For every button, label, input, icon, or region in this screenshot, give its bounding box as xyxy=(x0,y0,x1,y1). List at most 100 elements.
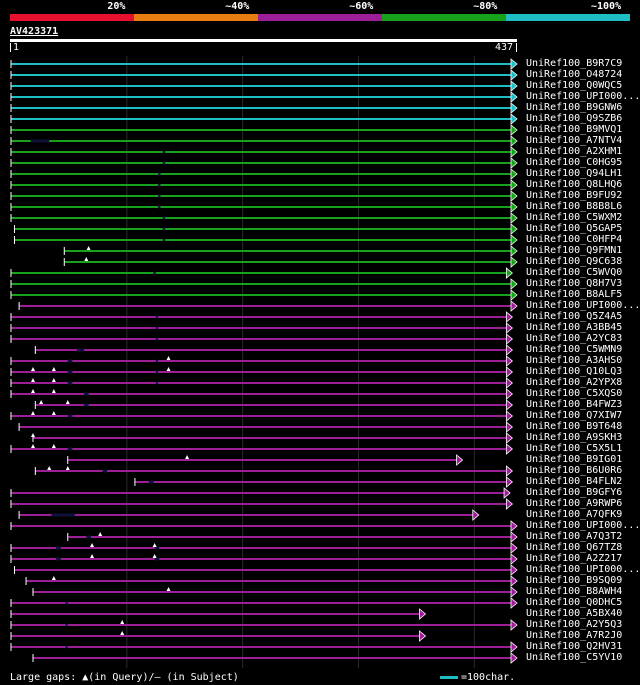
hit-label[interactable]: UniRef100_Q2HV31 xyxy=(526,641,623,652)
hit-row[interactable] xyxy=(10,69,518,81)
hit-label[interactable]: UniRef100_B9GNW6 xyxy=(526,102,623,113)
hit-row[interactable] xyxy=(34,465,513,477)
hit-row[interactable] xyxy=(10,267,513,279)
hit-row[interactable] xyxy=(10,311,513,323)
hit-label[interactable]: UniRef100_A5BX40 xyxy=(526,608,623,619)
hit-label[interactable]: UniRef100_Q5GAP5 xyxy=(526,223,623,234)
hit-row[interactable] xyxy=(10,388,513,400)
hit-label[interactable]: UniRef100_Q8LHQ6 xyxy=(526,179,623,190)
hit-label[interactable]: UniRef100_Q67TZ8 xyxy=(526,542,623,553)
hit-row[interactable] xyxy=(18,421,513,433)
hit-label[interactable]: UniRef100_Q10LQ3 xyxy=(526,366,623,377)
hit-label[interactable]: UniRef100_UPI000... xyxy=(526,300,640,311)
hit-label[interactable]: UniRef100_A9RWP6 xyxy=(526,498,623,509)
hit-label[interactable]: UniRef100_Q8H7V3 xyxy=(526,278,623,289)
hit-label[interactable]: UniRef100_A9SKH3 xyxy=(526,432,623,443)
hit-row[interactable] xyxy=(10,190,518,202)
hit-label[interactable]: UniRef100_A7NTV4 xyxy=(526,135,623,146)
hit-row[interactable] xyxy=(10,58,518,70)
hit-label[interactable]: UniRef100_A2YC83 xyxy=(526,333,623,344)
hit-row[interactable] xyxy=(10,641,518,653)
hit-label[interactable]: UniRef100_A3BB45 xyxy=(526,322,623,333)
hit-label[interactable]: UniRef100_UPI000... xyxy=(526,564,640,575)
hit-label[interactable]: UniRef100_C5YV10 xyxy=(526,652,623,663)
hit-label[interactable]: UniRef100_C5WMN9 xyxy=(526,344,623,355)
hit-row[interactable] xyxy=(10,124,518,136)
hit-label[interactable]: UniRef100_Q9SZB6 xyxy=(526,113,623,124)
hit-row[interactable] xyxy=(10,608,427,620)
hit-row[interactable] xyxy=(10,366,513,378)
hit-label[interactable]: UniRef100_O48724 xyxy=(526,69,623,80)
hit-label[interactable]: UniRef100_Q0WQC5 xyxy=(526,80,623,91)
hit-row[interactable] xyxy=(10,289,518,301)
hit-label[interactable]: UniRef100_A2XHM1 xyxy=(526,146,623,157)
hit-label[interactable]: UniRef100_B8AWH4 xyxy=(526,586,623,597)
hit-row[interactable] xyxy=(134,476,513,488)
hit-label[interactable]: UniRef100_B9R7C9 xyxy=(526,58,623,69)
hit-row[interactable] xyxy=(10,355,513,367)
hit-row[interactable] xyxy=(13,564,518,576)
hit-label[interactable]: UniRef100_A7Q3T2 xyxy=(526,531,623,542)
hit-label[interactable]: UniRef100_B9GFY6 xyxy=(526,487,623,498)
hit-label[interactable]: UniRef100_C5XQS0 xyxy=(526,388,623,399)
hit-row[interactable] xyxy=(10,597,518,609)
hit-label[interactable]: UniRef100_B9IG01 xyxy=(526,454,623,465)
hit-row[interactable] xyxy=(10,498,513,510)
hit-row[interactable] xyxy=(10,322,513,334)
hit-row[interactable] xyxy=(10,113,518,125)
hit-label[interactable]: UniRef100_C5WVQ0 xyxy=(526,267,623,278)
hit-label[interactable]: UniRef100_C0HFP4 xyxy=(526,234,623,245)
hit-row[interactable] xyxy=(31,432,513,444)
hit-label[interactable]: UniRef100_B8B8L6 xyxy=(526,201,623,212)
hit-label[interactable]: UniRef100_UPI000... xyxy=(526,91,640,102)
hit-label[interactable]: UniRef100_UPI000... xyxy=(526,520,640,531)
hit-row[interactable] xyxy=(63,256,518,268)
hit-row[interactable] xyxy=(10,553,518,565)
hit-label[interactable]: UniRef100_Q5Z4A5 xyxy=(526,311,623,322)
query-id[interactable]: AV423371 xyxy=(10,26,59,37)
hit-row[interactable] xyxy=(25,575,518,587)
hit-label[interactable]: UniRef100_A7R2J0 xyxy=(526,630,623,641)
hit-row[interactable] xyxy=(10,80,518,92)
hit-label[interactable]: UniRef100_B8ALF5 xyxy=(526,289,623,300)
hit-label[interactable]: UniRef100_Q94LH1 xyxy=(526,168,623,179)
hit-row[interactable] xyxy=(67,454,464,466)
hit-row[interactable] xyxy=(63,245,518,257)
hit-label[interactable]: UniRef100_C5X5L1 xyxy=(526,443,623,454)
hit-label[interactable]: UniRef100_B6U0R6 xyxy=(526,465,623,476)
hit-row[interactable] xyxy=(13,223,518,235)
hit-row[interactable] xyxy=(10,630,427,642)
hit-row[interactable] xyxy=(10,157,518,169)
hit-row[interactable] xyxy=(32,652,518,664)
hit-label[interactable]: UniRef100_Q7XIW7 xyxy=(526,410,623,421)
hit-row[interactable] xyxy=(34,399,513,411)
hit-row[interactable] xyxy=(67,531,518,543)
hit-row[interactable] xyxy=(10,333,513,345)
hit-label[interactable]: UniRef100_A2Z217 xyxy=(526,553,623,564)
hit-label[interactable]: UniRef100_C0HG95 xyxy=(526,157,623,168)
hit-row[interactable] xyxy=(10,102,518,114)
hit-label[interactable]: UniRef100_B9SQ09 xyxy=(526,575,623,586)
hit-row[interactable] xyxy=(10,520,518,532)
hit-label[interactable]: UniRef100_B9FU92 xyxy=(526,190,623,201)
hit-row[interactable] xyxy=(10,168,518,180)
hit-row[interactable] xyxy=(18,509,480,521)
hit-row[interactable] xyxy=(10,377,513,389)
hit-label[interactable]: UniRef100_B9MVQ1 xyxy=(526,124,623,135)
hit-row[interactable] xyxy=(32,586,518,598)
hit-row[interactable] xyxy=(10,443,513,455)
hit-row[interactable] xyxy=(18,300,518,312)
hit-row[interactable] xyxy=(10,91,518,103)
hit-label[interactable]: UniRef100_B4FWZ3 xyxy=(526,399,623,410)
hit-row[interactable] xyxy=(10,146,518,158)
hit-label[interactable]: UniRef100_Q9FMN1 xyxy=(526,245,623,256)
hit-row[interactable] xyxy=(10,410,513,422)
hit-label[interactable]: UniRef100_A7QFK9 xyxy=(526,509,623,520)
hit-label[interactable]: UniRef100_B4FLN2 xyxy=(526,476,623,487)
hit-row[interactable] xyxy=(10,201,518,213)
hit-row[interactable] xyxy=(13,234,518,246)
hit-label[interactable]: UniRef100_Q9C638 xyxy=(526,256,623,267)
hit-row[interactable] xyxy=(10,542,518,554)
hit-label[interactable]: UniRef100_A3AHS0 xyxy=(526,355,623,366)
hit-label[interactable]: UniRef100_C5WXM2 xyxy=(526,212,623,223)
